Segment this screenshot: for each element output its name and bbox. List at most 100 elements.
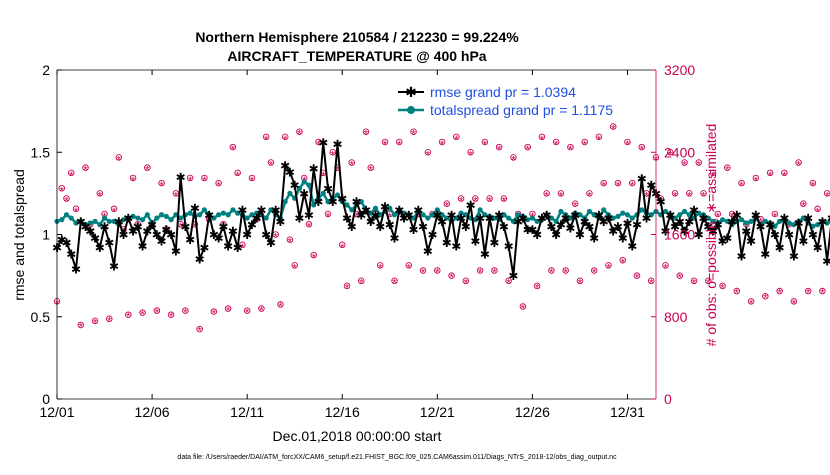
obs-assimilated-point: * [763,293,768,305]
totalspread-point [620,211,625,216]
obs-assimilated-point: * [663,262,668,274]
rmse-point: ✱ [385,218,395,232]
rmse-point: ✱ [508,269,518,283]
obs-assimilated-point: * [435,267,440,279]
y-tick-label: 1 [42,227,50,243]
obs-assimilated-point: * [649,277,654,289]
totalspread-point [682,209,687,214]
rmse-point: ✱ [100,220,110,234]
obs-assimilated-point: * [483,139,488,151]
rmse-point: ✱ [180,220,190,234]
obs-assimilated-point: * [464,277,469,289]
obs-assimilated-point: * [583,139,588,151]
legend-rmse-label: rmse grand pr = 1.0394 [430,84,576,100]
obs-assimilated-point: * [492,267,497,279]
obs-assimilated-point: * [297,129,302,141]
obs-assimilated-point: * [540,134,545,146]
rmse-point: ✱ [808,228,818,242]
x-tick-label: 12/06 [135,404,170,420]
rmse-point: ✱ [380,200,390,214]
obs-assimilated-point: * [497,144,502,156]
rmse-point: ✱ [499,220,509,234]
svg-text:✱: ✱ [405,84,417,100]
obs-assimilated-point: * [606,262,611,274]
obs-assimilated-point: * [83,165,88,177]
y-axis-label: rmse and totalspread [11,169,27,301]
x-tick-label: 12/26 [515,404,550,420]
totalspread-point [159,212,164,217]
obs-assimilated-point: * [197,326,202,338]
obs-assimilated-point: * [625,139,630,151]
y2-tick-label: 2400 [664,144,695,160]
totalspread-point [221,211,226,216]
rmse-point: ✱ [504,240,514,254]
obs-assimilated-point: * [449,272,454,284]
obs-assimilated-point: * [796,160,801,172]
rmse-point: ✱ [275,215,285,229]
obs-assimilated-point: * [293,262,298,274]
obs-assimilated-point: * [616,180,621,192]
rmse-point: ✱ [285,165,295,179]
rmse-point: ✱ [775,241,785,255]
rmse-point: ✱ [466,198,476,212]
obs-assimilated-point: * [782,170,787,182]
chart-subtitle: AIRCRAFT_TEMPERATURE @ 400 hPa [227,48,486,64]
rmse-point: ✱ [461,220,471,234]
rmse-point: ✱ [627,240,637,254]
obs-assimilated-point: * [131,175,136,187]
y2-tick-label: 1600 [664,227,695,243]
obs-assimilated-point: * [511,154,516,166]
obs-assimilated-point: * [502,196,507,208]
obs-assimilated-point: * [216,180,221,192]
obs-assimilated-point: * [673,190,678,202]
obs-assimilated-point: * [640,144,645,156]
obs-assimilated-point: * [820,288,825,300]
rmse-point: ✱ [470,235,480,249]
rmse-point: ✱ [813,241,823,255]
rmse-point: ✱ [732,208,742,222]
y-tick-label: 0 [42,391,50,407]
y-tick-label: 2 [42,62,50,78]
obs-assimilated-point: * [568,144,573,156]
totalspread-point [587,209,592,214]
x-axis-label: Dec.01,2018 00:00:00 start [273,428,442,444]
rmse-point: ✱ [323,182,333,196]
obs-assimilated-point: * [440,139,445,151]
rmse-point: ✱ [166,228,176,242]
obs-assimilated-point: * [535,282,540,294]
obs-assimilated-point: * [545,190,550,202]
obs-assimilated-point: * [621,257,626,269]
totalspread-point [164,214,169,219]
rmse-point: ✱ [228,225,238,239]
rmse-point: ✱ [641,212,651,226]
rmse-point: ✱ [304,208,314,222]
totalspread-point [226,212,231,217]
obs-assimilated-point: * [697,160,702,172]
y2-tick-label: 3200 [664,62,695,78]
obs-assimilated-point: * [117,154,122,166]
obs-assimilated-point: * [768,170,773,182]
obs-assimilated-point: * [264,134,269,146]
rmse-point: ✱ [266,236,276,250]
obs-assimilated-point: * [559,190,564,202]
obs-assimilated-point: * [226,305,231,317]
obs-assimilated-point: * [825,190,830,202]
rmse-point: ✱ [589,231,599,245]
obs-assimilated-point: * [487,196,492,208]
obs-assimilated-point: * [564,267,569,279]
obs-assimilated-point: * [682,160,687,172]
rmse-point: ✱ [746,235,756,249]
rmse-point: ✱ [104,236,114,250]
obs-assimilated-point: * [739,180,744,192]
totalspread-point [283,199,288,204]
obs-assimilated-point: * [692,277,697,289]
totalspread-point [302,179,307,184]
y2-tick-label: 800 [664,309,688,325]
rmse-point: ✱ [204,208,214,222]
x-tick-label: 12/16 [325,404,360,420]
rmse-point: ✱ [66,248,76,262]
obs-assimilated-point: * [126,311,131,323]
obs-assimilated-point: * [69,170,74,182]
rmse-point: ✱ [313,195,323,209]
